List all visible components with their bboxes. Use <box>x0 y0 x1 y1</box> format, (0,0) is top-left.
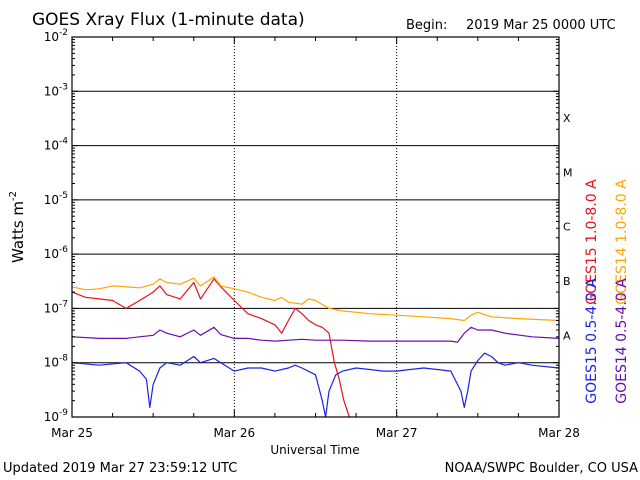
y-tick-base: 10 <box>44 193 59 207</box>
legend-label: GOES15 1.0-8.0 A <box>584 179 600 305</box>
legend-label: GOES15 0.5-4.0 A <box>584 278 600 404</box>
y-axis-ticks: 10-910-810-710-610-510-410-310-2 <box>44 28 559 424</box>
flare-class-label: C <box>563 221 571 234</box>
y-tick-exponent: -7 <box>59 299 68 309</box>
y-tick-base: 10 <box>44 410 59 424</box>
plot-frame <box>71 36 560 418</box>
x-tick-label: Mar 26 <box>213 426 255 440</box>
y-axis-label-exponent: -2 <box>8 191 19 201</box>
y-tick-base: 10 <box>44 301 59 315</box>
begin-value: 2019 Mar 25 0000 UTC <box>466 18 616 33</box>
y-tick-exponent: -2 <box>59 28 68 38</box>
y-tick-exponent: -3 <box>59 82 68 92</box>
x-tick-label: Mar 25 <box>51 426 93 440</box>
y-tick-label: 10-9 <box>44 408 69 424</box>
y-tick-label: 10-5 <box>44 191 68 207</box>
legend: GOES15 1.0-8.0 A GOES14 1.0-8.0 A GOES15 0… <box>584 179 630 404</box>
y-tick-exponent: -8 <box>59 354 68 364</box>
y-tick-label: 10-3 <box>44 82 68 98</box>
flare-class-label: B <box>563 275 571 288</box>
begin-label: Begin: <box>406 18 447 33</box>
y-tick-exponent: -6 <box>59 245 68 255</box>
y-tick-label: 10-4 <box>44 137 69 153</box>
updated-text: Updated 2019 Mar 27 23:59:12 UTC <box>3 461 237 476</box>
x-tick-label: Mar 27 <box>376 426 418 440</box>
grid <box>72 37 559 417</box>
legend-label: GOES14 1.0-8.0 A <box>614 179 630 305</box>
flare-class-label: A <box>563 329 571 342</box>
series-line <box>71 276 560 322</box>
x-axis-label: Universal Time <box>270 443 359 457</box>
y-tick-label: 10-8 <box>44 354 69 370</box>
y-tick-base: 10 <box>44 139 59 153</box>
y-axis-label: Watts m-2 <box>8 191 27 263</box>
y-tick-exponent: -4 <box>59 137 68 147</box>
y-tick-label: 10-2 <box>44 28 68 44</box>
y-tick-exponent: -9 <box>59 408 68 418</box>
y-tick-label: 10-7 <box>44 299 68 315</box>
x-tick-label: Mar 28 <box>538 426 580 440</box>
y-tick-base: 10 <box>44 356 59 370</box>
flare-class-label: X <box>563 112 571 125</box>
credit-text: NOAA/SWPC Boulder, CO USA <box>445 461 638 476</box>
flare-class-label: M <box>563 166 573 179</box>
y-tick-exponent: -5 <box>59 191 68 201</box>
flare-class-labels: A B C M X <box>563 112 573 342</box>
series-lines <box>71 276 560 418</box>
y-axis-label-text: Watts m <box>9 201 27 263</box>
chart-title: GOES Xray Flux (1-minute data) <box>32 10 305 30</box>
legend-label: GOES14 0.5-4.0 A <box>614 278 630 404</box>
x-axis-ticks: Mar 25 Mar 26 Mar 27 Mar 28 <box>51 37 580 440</box>
series-line <box>71 326 560 343</box>
y-axis-label-group: Watts m-2 <box>8 191 27 263</box>
series-line <box>71 278 350 418</box>
y-tick-base: 10 <box>44 30 59 44</box>
y-tick-base: 10 <box>44 84 59 98</box>
y-tick-label: 10-6 <box>44 245 69 261</box>
y-tick-base: 10 <box>44 247 59 261</box>
